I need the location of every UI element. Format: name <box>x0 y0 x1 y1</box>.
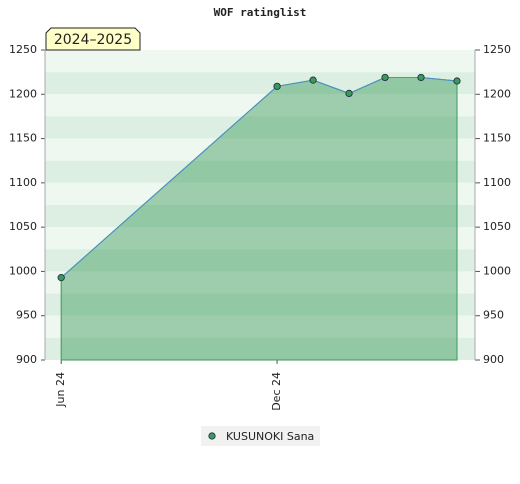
point <box>57 274 65 282</box>
x-tick-label: Jun 24 <box>54 372 67 408</box>
background-band <box>45 293 475 316</box>
annotation: 2024–2025 <box>54 32 132 48</box>
background-band <box>45 94 475 117</box>
y2-tick-label: 1100 <box>483 176 511 189</box>
background-band <box>45 182 475 205</box>
y2-tick-label: 1150 <box>483 132 511 145</box>
y-tick-label: 1000 <box>9 264 37 277</box>
background-band <box>45 160 475 183</box>
y2-tick-label: 1200 <box>483 87 511 100</box>
background-band <box>45 271 475 294</box>
point <box>309 76 317 84</box>
point <box>273 82 281 90</box>
y-tick-label: 1100 <box>9 176 37 189</box>
point <box>453 77 461 85</box>
background-band <box>45 72 475 95</box>
background-band <box>45 50 475 73</box>
legend-box <box>201 426 320 446</box>
y-tick-label: 1200 <box>9 87 37 100</box>
point <box>381 73 389 82</box>
x-tick-label: Dec 24 <box>270 372 283 411</box>
background-band <box>45 249 475 272</box>
y-tick-label: 1150 <box>9 132 37 145</box>
background-band <box>45 337 475 360</box>
y2-tick-label: 950 <box>483 309 504 322</box>
y-tick-label: 1050 <box>9 220 37 233</box>
background-band <box>45 205 475 228</box>
background-band <box>45 138 475 161</box>
y-tick-label: 1250 <box>9 43 37 56</box>
y-tick-label: 950 <box>16 309 37 322</box>
point <box>417 73 425 82</box>
background-band <box>45 315 475 338</box>
y-tick-label: 900 <box>16 353 37 366</box>
legend-label: KUSUNOKI Sana <box>226 430 314 443</box>
y2-tick-label: 900 <box>483 353 504 366</box>
legend-marker <box>208 432 216 440</box>
y2-tick-label: 1250 <box>483 43 511 56</box>
y2-tick-label: 1050 <box>483 220 511 233</box>
background-band <box>45 227 475 250</box>
annotation-box <box>45 27 141 51</box>
y2-tick-label: 1000 <box>483 264 511 277</box>
background-band <box>45 116 475 139</box>
point <box>345 89 353 98</box>
chart-title: WOF ratinglist <box>214 6 307 19</box>
